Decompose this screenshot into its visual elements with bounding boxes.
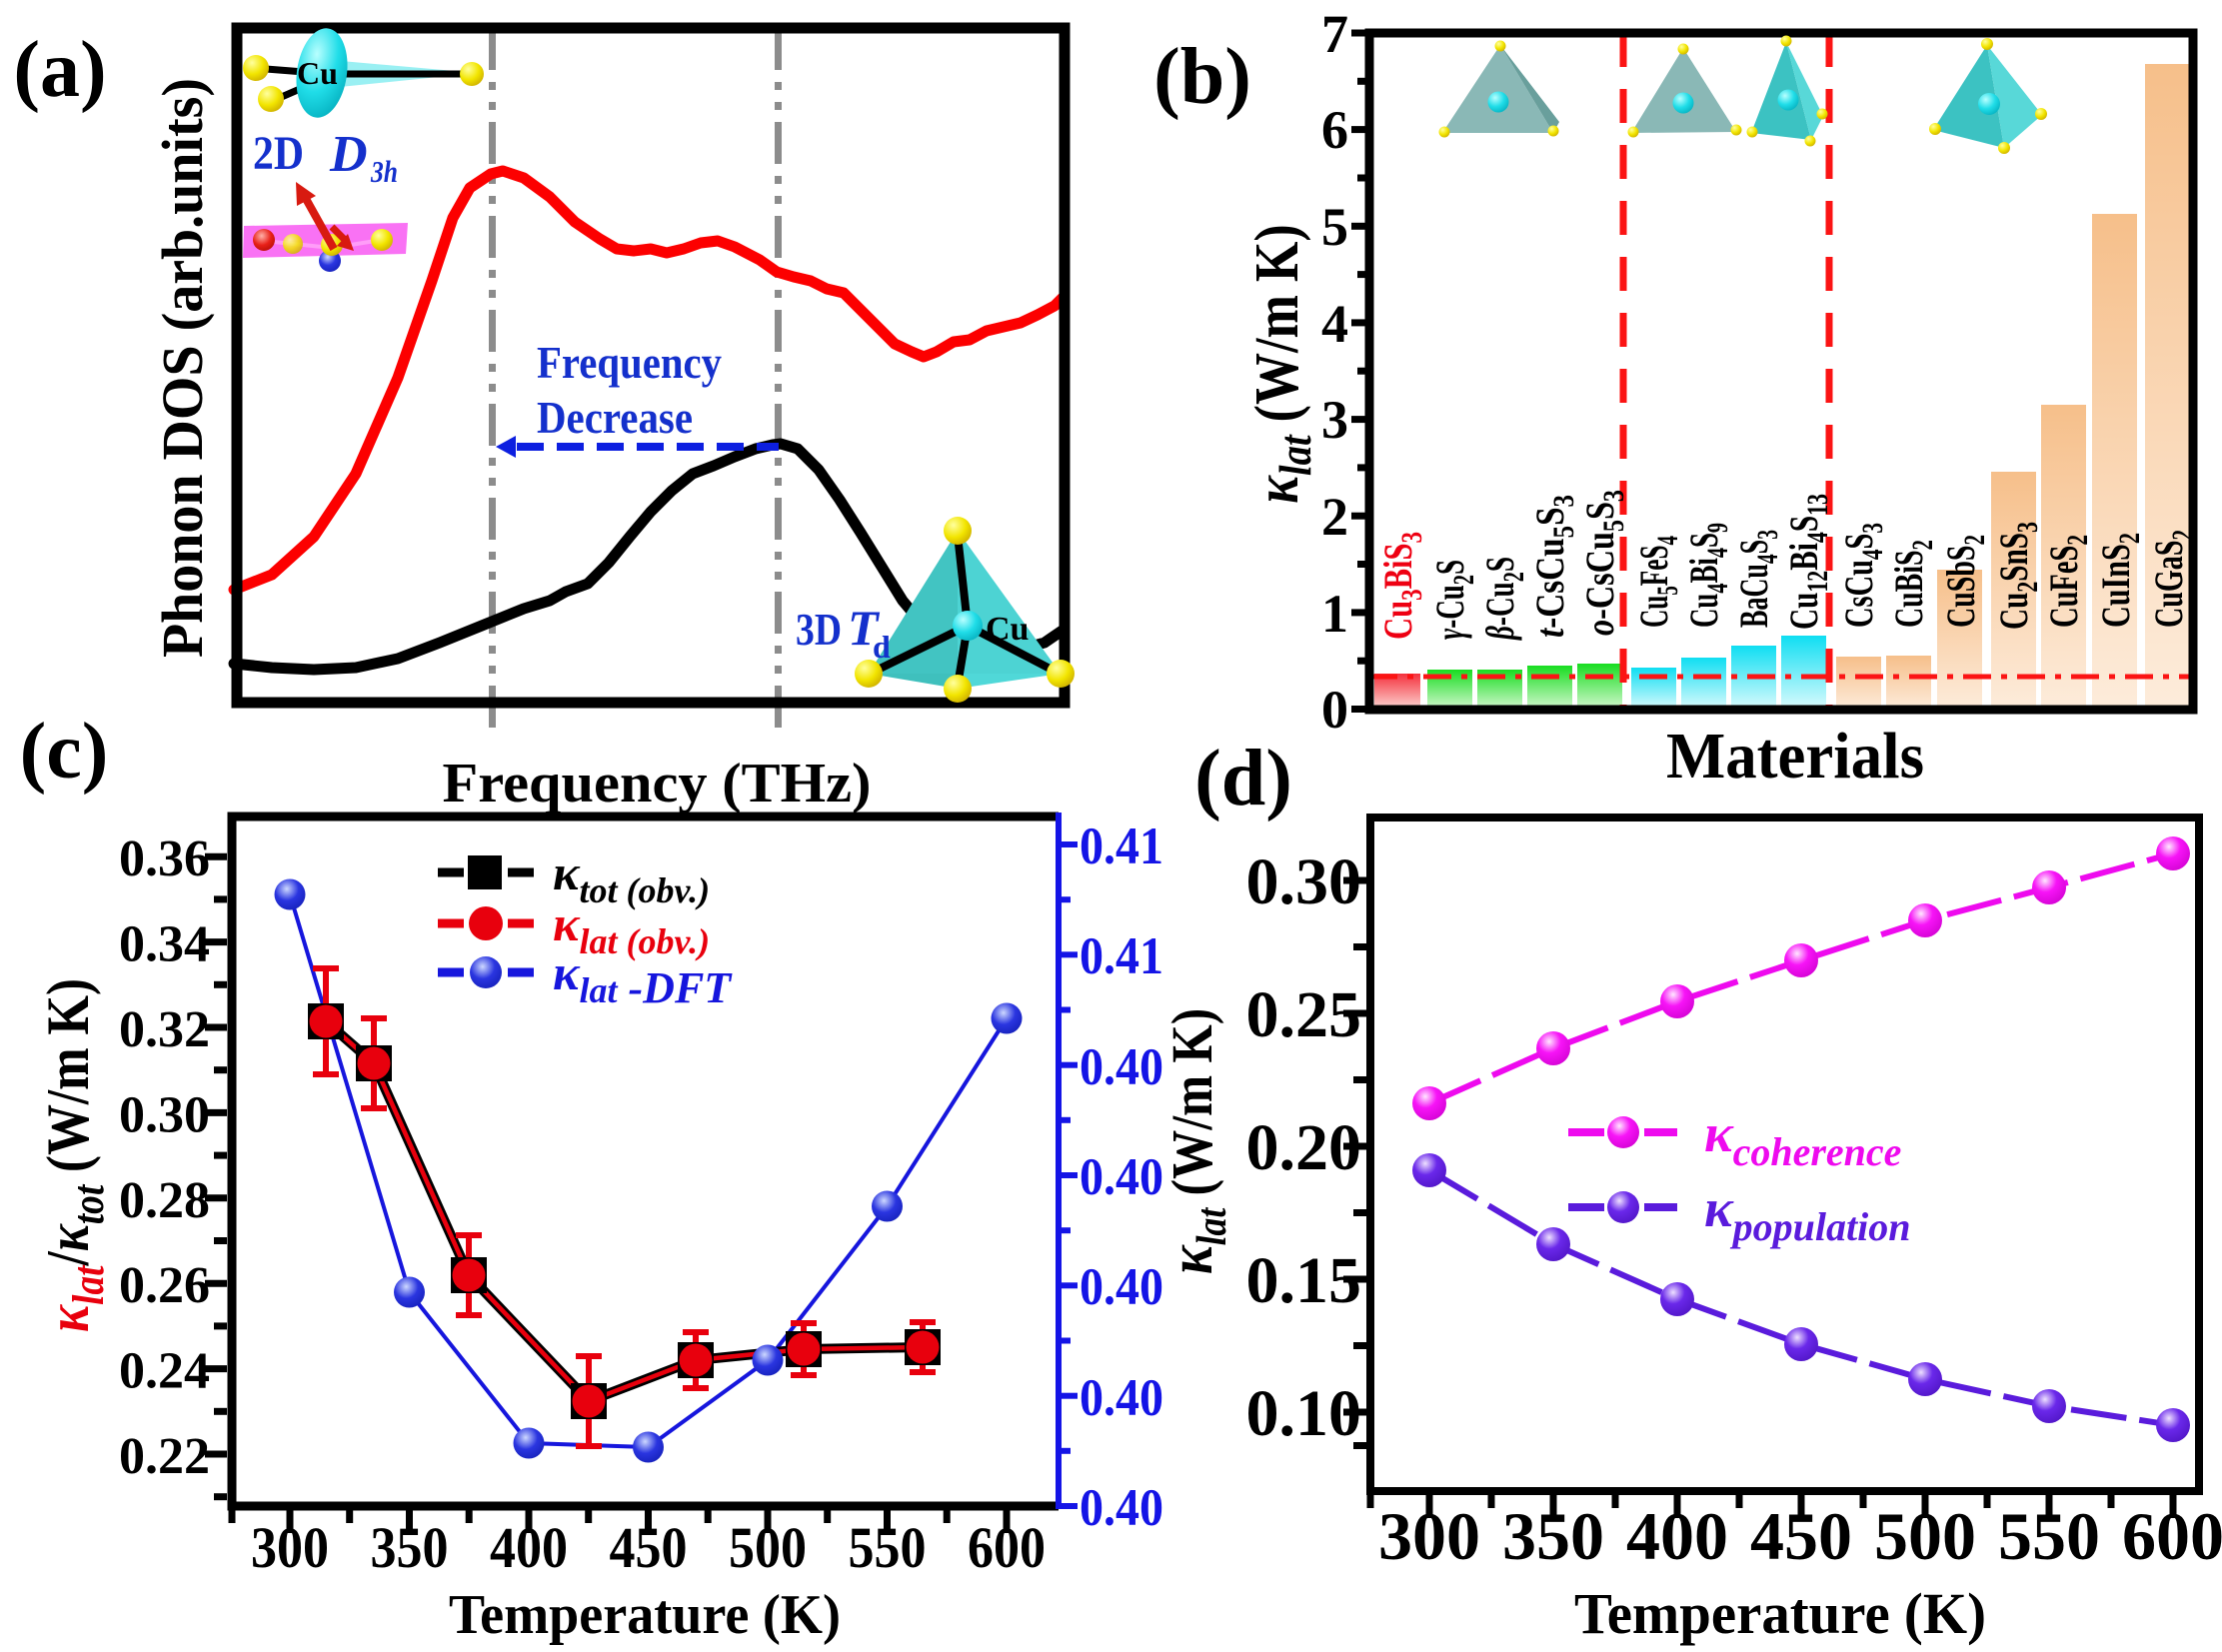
- svg-text:2D: 2D: [253, 127, 304, 180]
- svg-text:(d): (d): [1194, 735, 1292, 823]
- svg-text:0.40: 0.40: [1080, 1038, 1163, 1096]
- svg-text:κtot (obv.): κtot (obv.): [553, 844, 710, 910]
- svg-text:0.15: 0.15: [1246, 1244, 1362, 1317]
- svg-text:κlat (obv.): κlat (obv.): [553, 895, 710, 961]
- svg-text:0.22: 0.22: [119, 1428, 210, 1485]
- svg-text:Materials: Materials: [1666, 720, 1924, 793]
- svg-text:Temperature (K): Temperature (K): [449, 1584, 841, 1646]
- svg-text:CuFeS2: CuFeS2: [2041, 535, 2094, 628]
- svg-text:6: 6: [1321, 100, 1348, 160]
- svg-text:Cu: Cu: [986, 611, 1029, 648]
- svg-text:500: 500: [1874, 1498, 1976, 1574]
- svg-text:d: d: [873, 629, 891, 665]
- svg-text:0.20: 0.20: [1246, 1111, 1362, 1184]
- svg-text:Cu12Bi4S13: Cu12Bi4S13: [1781, 494, 1834, 630]
- svg-text:T: T: [848, 600, 881, 656]
- svg-text:0.24: 0.24: [119, 1343, 210, 1400]
- svg-text:CuSbS2: CuSbS2: [1938, 535, 1991, 628]
- svg-text:550: 550: [1998, 1498, 2100, 1574]
- svg-text:CuGaS2: CuGaS2: [2146, 530, 2199, 628]
- svg-text:CuInS2: CuInS2: [2093, 533, 2146, 628]
- svg-text:0.36: 0.36: [119, 830, 210, 887]
- svg-text:550: 550: [849, 1515, 927, 1580]
- svg-text:Frequency (THz): Frequency (THz): [443, 753, 872, 815]
- svg-text:κlat -DFT: κlat -DFT: [553, 944, 733, 1012]
- svg-text:3D: 3D: [796, 604, 842, 655]
- svg-text:Temperature (K): Temperature (K): [1574, 1581, 1986, 1646]
- svg-text:400: 400: [490, 1515, 568, 1580]
- svg-text:350: 350: [371, 1515, 449, 1580]
- svg-text:300: 300: [251, 1515, 329, 1580]
- svg-text:0.40: 0.40: [1080, 1369, 1163, 1427]
- svg-text:0: 0: [1321, 680, 1348, 740]
- svg-text:0.30: 0.30: [119, 1086, 210, 1143]
- svg-text:κlat (W/m K): κlat (W/m K): [1154, 1008, 1235, 1274]
- svg-text:D: D: [329, 126, 368, 183]
- svg-text:t-CsCu5S3: t-CsCu5S3: [1527, 495, 1580, 638]
- svg-text:CsCu4S3: CsCu4S3: [1836, 523, 1889, 628]
- svg-text:(b): (b): [1153, 33, 1251, 121]
- svg-text:Cu3BiS3: Cu3BiS3: [1375, 532, 1428, 640]
- svg-text:450: 450: [610, 1515, 688, 1580]
- svg-text:(c): (c): [20, 708, 109, 796]
- svg-text:0.26: 0.26: [119, 1257, 210, 1314]
- svg-text:4: 4: [1321, 294, 1348, 354]
- svg-text:o-CsCu5S3: o-CsCu5S3: [1577, 490, 1630, 636]
- svg-text:0.40: 0.40: [1080, 1148, 1163, 1206]
- svg-text:500: 500: [729, 1515, 807, 1580]
- svg-text:5: 5: [1321, 197, 1348, 257]
- svg-text:0.25: 0.25: [1246, 978, 1362, 1051]
- svg-text:κpopulation: κpopulation: [1704, 1178, 1910, 1249]
- svg-text:450: 450: [1750, 1498, 1852, 1574]
- svg-text:Frequency: Frequency: [537, 337, 722, 388]
- svg-text:0.41: 0.41: [1080, 818, 1163, 875]
- svg-text:γ-Cu2S: γ-Cu2S: [1427, 560, 1480, 640]
- svg-text:Cu4Bi4S9: Cu4Bi4S9: [1681, 523, 1734, 628]
- svg-text:0.40: 0.40: [1080, 1479, 1163, 1537]
- svg-text:Cu: Cu: [297, 55, 338, 91]
- svg-text:Phonon DOS (arb.units): Phonon DOS (arb.units): [150, 78, 215, 658]
- svg-text:400: 400: [1626, 1498, 1728, 1574]
- svg-text:CuBiS2: CuBiS2: [1886, 540, 1939, 628]
- svg-text:0.34: 0.34: [119, 916, 210, 973]
- svg-text:350: 350: [1502, 1498, 1604, 1574]
- svg-text:β-Cu2S: β-Cu2S: [1477, 557, 1530, 641]
- svg-text:0.28: 0.28: [119, 1172, 210, 1229]
- svg-text:7: 7: [1321, 4, 1348, 64]
- svg-text:κcoherence: κcoherence: [1704, 1103, 1901, 1174]
- svg-text:600: 600: [2122, 1498, 2222, 1574]
- svg-text:(a): (a): [13, 26, 106, 114]
- svg-text:2: 2: [1321, 487, 1348, 547]
- svg-text:0.32: 0.32: [119, 1001, 210, 1058]
- svg-text:κlat/κtot (W/m K): κlat/κtot (W/m K): [35, 978, 112, 1332]
- svg-text:0.40: 0.40: [1080, 1258, 1163, 1316]
- svg-text:Decrease: Decrease: [537, 392, 693, 443]
- svg-text:600: 600: [968, 1515, 1046, 1580]
- svg-text:Cu2SnS3: Cu2SnS3: [1991, 522, 2044, 630]
- svg-text:3h: 3h: [370, 154, 398, 189]
- svg-text:3: 3: [1321, 390, 1348, 450]
- svg-text:300: 300: [1378, 1498, 1480, 1574]
- svg-text:BaCu4S3: BaCu4S3: [1731, 530, 1784, 628]
- svg-text:0.10: 0.10: [1246, 1377, 1362, 1450]
- svg-text:0.41: 0.41: [1080, 927, 1163, 985]
- svg-text:1: 1: [1321, 584, 1348, 644]
- svg-text:κlat (W/m K): κlat (W/m K): [1243, 224, 1321, 504]
- svg-text:Cu5FeS4: Cu5FeS4: [1631, 536, 1684, 628]
- svg-text:0.30: 0.30: [1246, 845, 1362, 918]
